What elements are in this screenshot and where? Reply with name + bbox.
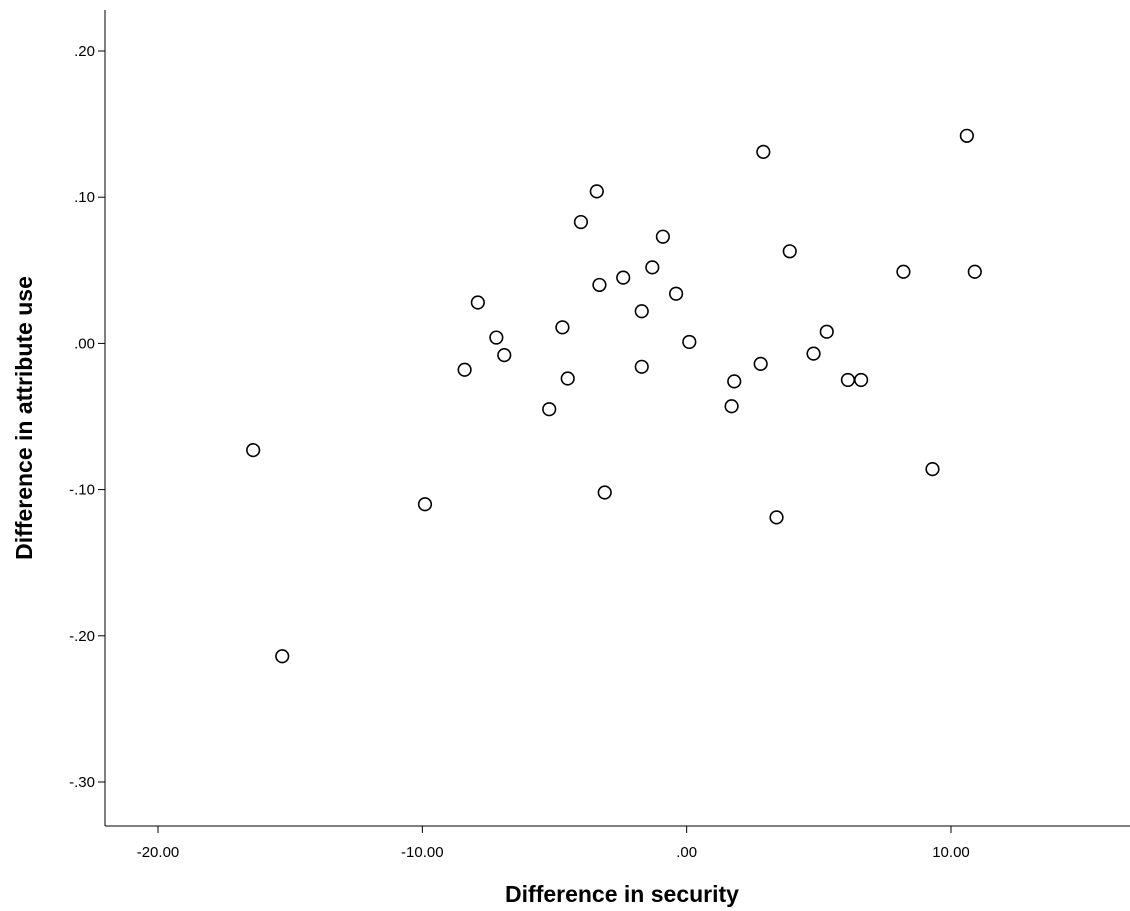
y-tick-label: -.20 (69, 628, 95, 645)
y-tick-label: -.30 (69, 774, 95, 791)
data-point (555, 320, 570, 335)
data-point (782, 244, 797, 259)
data-point (634, 359, 649, 374)
data-point (489, 330, 504, 345)
data-point (573, 214, 589, 230)
data-point (592, 277, 607, 293)
data-point (959, 128, 974, 143)
data-points (246, 128, 982, 664)
x-tick-label: -20.00 (137, 844, 180, 861)
y-axis-ticks: .20 .10 .00 -.10 -.20 -.30 (69, 43, 105, 791)
data-point (682, 334, 697, 350)
data-point (634, 304, 649, 319)
x-tick-label: .00 (676, 844, 697, 861)
data-point (668, 286, 684, 301)
data-point (542, 402, 557, 417)
data-point (616, 270, 631, 285)
data-point (819, 324, 834, 339)
y-tick-label: .00 (74, 335, 95, 352)
data-point (896, 264, 911, 279)
data-point (925, 462, 940, 477)
data-point (727, 374, 742, 389)
data-point (840, 372, 856, 388)
y-axis-title: Difference in attribute use (11, 276, 37, 560)
x-tick-label: -10.00 (401, 844, 444, 861)
data-point (806, 346, 821, 361)
data-point (417, 497, 433, 512)
data-point (769, 510, 784, 525)
data-point (756, 144, 771, 159)
data-point (470, 295, 485, 310)
y-tick-label: .20 (74, 43, 95, 60)
data-point (645, 260, 660, 275)
data-point (597, 485, 612, 500)
data-point (753, 356, 768, 371)
data-point (724, 399, 739, 414)
data-point (246, 443, 261, 458)
x-axis-title: Difference in security (505, 881, 739, 907)
x-tick-label: 10.00 (932, 844, 970, 861)
data-point (589, 184, 604, 199)
data-point (457, 362, 472, 377)
x-axis-ticks: -20.00 -10.00 .00 10.00 (137, 826, 970, 861)
data-point (275, 649, 290, 664)
data-point (854, 372, 869, 388)
data-point (560, 371, 575, 386)
data-point (497, 347, 512, 363)
data-point (967, 264, 982, 279)
plot-area (104, 10, 1130, 827)
y-tick-label: .10 (74, 189, 95, 206)
y-tick-label: -.10 (69, 482, 95, 499)
data-point (655, 229, 670, 244)
